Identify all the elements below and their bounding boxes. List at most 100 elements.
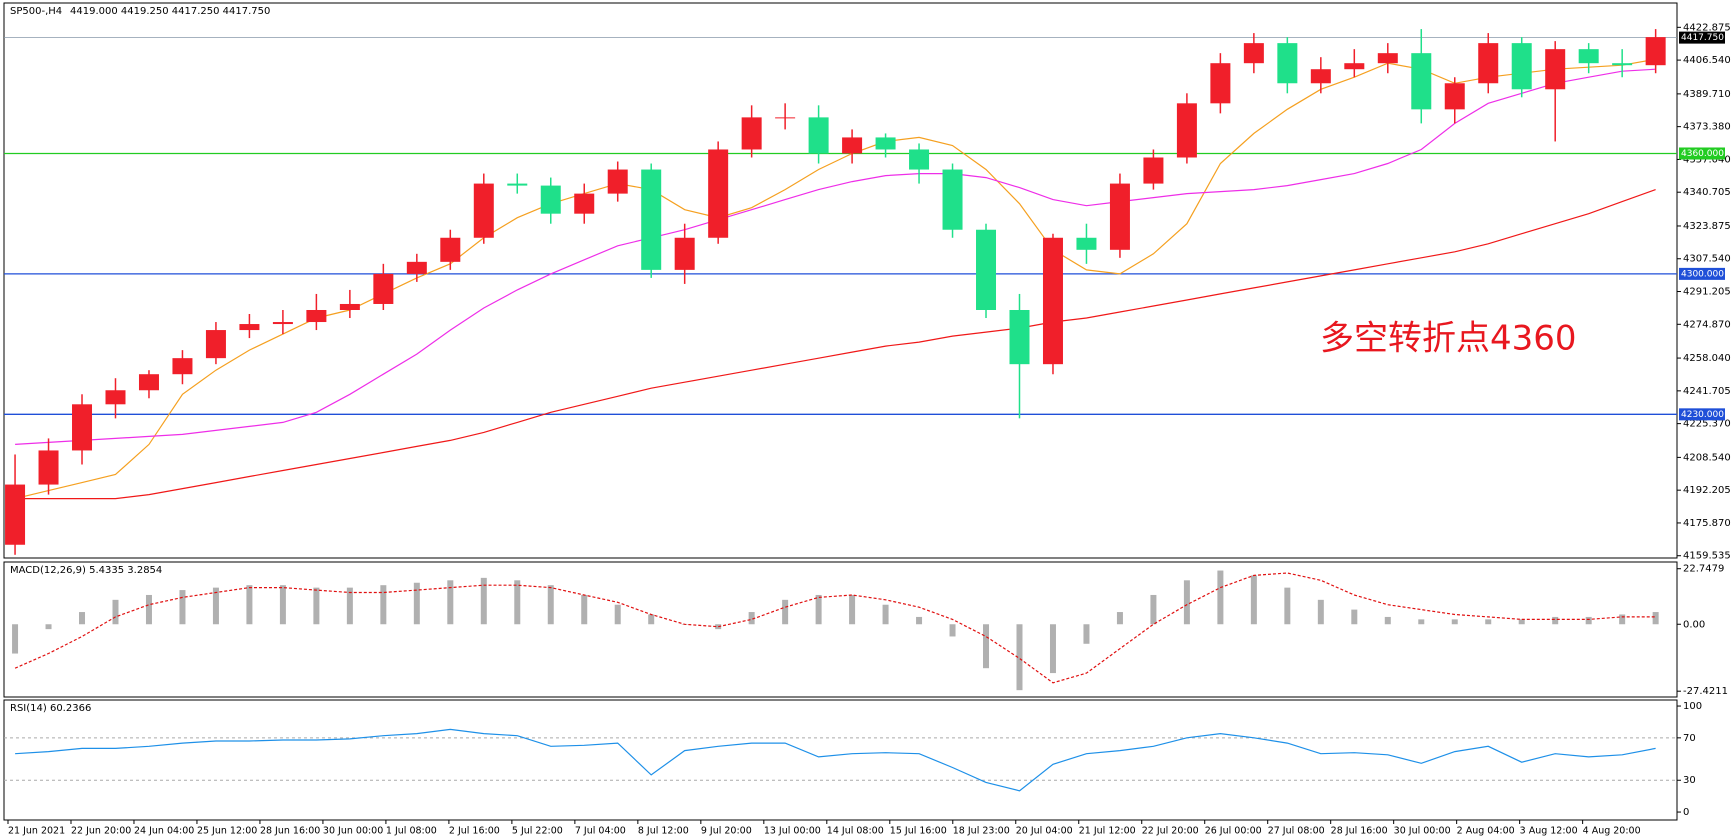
macd-bar bbox=[514, 580, 521, 625]
macd-bar bbox=[1150, 594, 1157, 625]
candle-body bbox=[272, 322, 293, 325]
macd-bar bbox=[346, 587, 353, 625]
main-frame bbox=[3, 2, 1678, 559]
macd-bar bbox=[1451, 619, 1458, 625]
candle-body bbox=[1478, 43, 1499, 84]
candle-body bbox=[1243, 43, 1264, 64]
moving-average bbox=[15, 189, 1656, 500]
candle-body bbox=[607, 169, 628, 194]
candle-body bbox=[5, 484, 26, 545]
candle-body bbox=[172, 358, 193, 375]
candle-body bbox=[875, 137, 896, 150]
x-tick-label: 2 Jul 16:00 bbox=[449, 826, 500, 837]
macd-bar bbox=[1652, 612, 1659, 625]
macd-bar bbox=[715, 624, 722, 630]
macd-bar bbox=[1317, 599, 1324, 625]
y-tick-label: 4373.380 bbox=[1683, 122, 1731, 133]
macd-bar bbox=[246, 585, 253, 625]
macd-bar bbox=[1049, 624, 1056, 674]
candle-body bbox=[1612, 63, 1633, 66]
y-tick-label: 4241.705 bbox=[1683, 386, 1731, 397]
x-tick-label: 13 Jul 00:00 bbox=[764, 826, 821, 837]
candle-body bbox=[1277, 43, 1298, 84]
level-label-bg bbox=[1679, 408, 1725, 421]
x-tick-label: 30 Jun 00:00 bbox=[323, 826, 383, 837]
candle-body bbox=[574, 193, 595, 214]
x-tick-label: 5 Jul 22:00 bbox=[512, 826, 563, 837]
macd-bar bbox=[648, 614, 655, 625]
last-price-bg bbox=[1679, 31, 1725, 44]
candle-body bbox=[1545, 49, 1566, 90]
candle-body bbox=[1176, 103, 1197, 158]
x-tick-label: 20 Jul 04:00 bbox=[1016, 826, 1073, 837]
y-tick-label: 4258.040 bbox=[1683, 353, 1731, 364]
candle-body bbox=[909, 149, 930, 170]
y-tick-label: 30 bbox=[1683, 775, 1696, 786]
chart-title: SP500-,H4 bbox=[10, 6, 62, 17]
macd-bar bbox=[480, 577, 487, 625]
candle-body bbox=[1009, 309, 1030, 365]
x-tick-label: 2 Aug 04:00 bbox=[1457, 826, 1515, 837]
x-tick-label: 1 Jul 08:00 bbox=[386, 826, 437, 837]
x-tick-label: 3 Aug 12:00 bbox=[1520, 826, 1578, 837]
candle-body bbox=[1076, 237, 1097, 250]
macd-bar bbox=[279, 585, 286, 625]
level-label: 4360.000 bbox=[1681, 149, 1724, 159]
candle-body bbox=[373, 273, 394, 304]
candle-body bbox=[406, 261, 427, 274]
x-tick-label: 15 Jul 16:00 bbox=[890, 826, 947, 837]
y-tick-label: 0 bbox=[1683, 807, 1689, 818]
candle-body bbox=[1511, 43, 1532, 90]
moving-average bbox=[15, 68, 1656, 445]
macd-bar bbox=[179, 590, 186, 625]
y-tick-label: -27.4211 bbox=[1683, 686, 1728, 697]
candle-body bbox=[473, 183, 494, 238]
y-tick-label: 4422.875 bbox=[1683, 22, 1731, 33]
rsi-frame bbox=[3, 699, 1678, 821]
y-tick-label: 0.00 bbox=[1683, 619, 1705, 630]
y-tick-label: 4323.875 bbox=[1683, 221, 1731, 232]
candle-body bbox=[239, 324, 260, 331]
macd-bar bbox=[1284, 587, 1291, 625]
candle-body bbox=[1344, 63, 1365, 70]
y-tick-label: 22.7479 bbox=[1683, 564, 1724, 575]
macd-bar bbox=[1384, 616, 1391, 625]
candle-body bbox=[942, 169, 963, 230]
macd-bar bbox=[380, 585, 387, 625]
candle-body bbox=[1411, 53, 1432, 110]
y-tick-label: 4389.710 bbox=[1683, 89, 1731, 100]
x-tick-label: 28 Jun 16:00 bbox=[260, 826, 320, 837]
candle-body bbox=[1645, 37, 1666, 66]
macd-bar bbox=[45, 624, 52, 630]
macd-bar bbox=[1518, 619, 1525, 625]
y-tick-label: 4357.040 bbox=[1683, 154, 1731, 165]
last-price-label: 4417.750 bbox=[1681, 33, 1724, 43]
macd-bar bbox=[1418, 619, 1425, 625]
x-tick-label: 24 Jun 04:00 bbox=[134, 826, 194, 837]
x-tick-label: 21 Jun 2021 bbox=[8, 826, 65, 837]
x-tick-label: 14 Jul 08:00 bbox=[827, 826, 884, 837]
macd-frame bbox=[3, 561, 1678, 698]
macd-bar bbox=[547, 585, 554, 625]
macd-bar bbox=[849, 594, 856, 625]
x-tick-label: 27 Jul 08:00 bbox=[1268, 826, 1325, 837]
candle-body bbox=[339, 303, 360, 310]
x-tick-label: 28 Jul 16:00 bbox=[1331, 826, 1388, 837]
candle-body bbox=[138, 374, 159, 391]
y-tick-label: 4291.205 bbox=[1683, 287, 1731, 298]
candle-body bbox=[1578, 49, 1599, 64]
candle-body bbox=[674, 237, 695, 270]
macd-bar bbox=[12, 624, 19, 654]
macd-bar bbox=[949, 624, 956, 637]
macd-bar bbox=[614, 604, 621, 625]
macd-bar bbox=[1083, 624, 1090, 644]
candle-body bbox=[507, 183, 528, 186]
candle-body bbox=[1310, 69, 1331, 84]
candle-body bbox=[105, 390, 126, 405]
rsi-line bbox=[15, 728, 1656, 792]
macd-bar bbox=[112, 599, 119, 625]
level-label-bg bbox=[1679, 267, 1725, 280]
candle-body bbox=[540, 185, 561, 214]
y-tick-label: 4159.535 bbox=[1683, 551, 1731, 562]
